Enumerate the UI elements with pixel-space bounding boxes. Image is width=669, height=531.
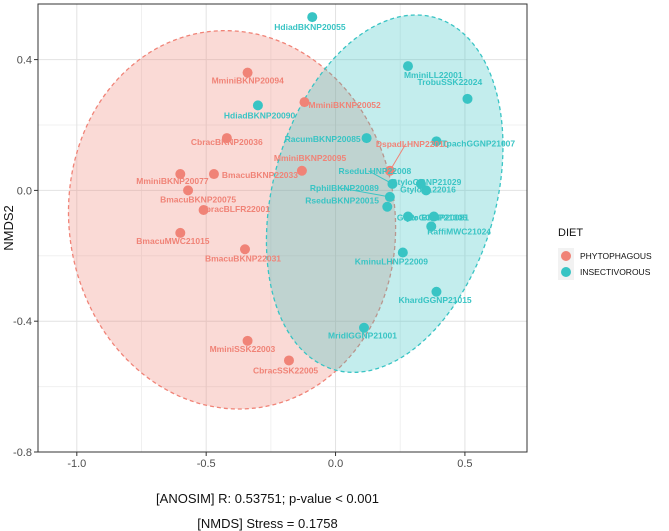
point-khardggnp21015 (431, 286, 442, 297)
point-mminissk22003 (242, 335, 253, 346)
point-mminibknp20095 (296, 165, 307, 176)
nmds-stress-caption: [NMDS] Stress = 0.1758 (197, 516, 338, 531)
annotation-0: Rr (408, 213, 418, 223)
label-cbracblfr22001: CbracBLFR22001 (200, 204, 271, 214)
label-dspadlhnp22010: DspadLHNP22010 (376, 139, 449, 149)
label-tpachggnp21007: TpachGGNP21007 (441, 138, 515, 148)
label-rsedulhnp22008: RseduLHNP22008 (338, 166, 411, 176)
label-bmacubknp20075: BmacuBKNP20075 (160, 194, 236, 204)
point-mridlggnp21001 (359, 322, 369, 333)
point-hdiadbknp20090 (252, 100, 263, 111)
point-hdiadbknp20055 (307, 12, 318, 23)
connector-rphilbknp20089 (339, 187, 390, 198)
point-cbracblfr22001 (198, 205, 209, 216)
panel-border (37, 3, 528, 453)
point-cbracbknp20036 (221, 133, 232, 144)
point-rsedubknp20015 (382, 201, 393, 212)
point-raffimwc21024 (426, 221, 437, 232)
data-points (175, 12, 473, 366)
point-kminulhnp22009 (397, 247, 408, 258)
point-bmacubknp20075 (183, 185, 194, 196)
label-gtyloll22016: GtyloLL22016 (400, 184, 456, 194)
legend: DIET PHYTOPHAGOUS INSECTIVOROUS (558, 227, 652, 280)
label-bmacubknp22031: BmacuBKNP22031 (205, 253, 281, 263)
label-mminissk22003: MminiSSK22003 (210, 344, 276, 354)
label-racumbknp20085: RacumBKNP20085 (285, 134, 361, 144)
label-mminibknp20094: MminiBKNP20094 (212, 76, 285, 86)
grid-minor (38, 4, 527, 452)
legend-label-insectivorous: INSECTIVOROUS (580, 267, 651, 277)
legend-swatch-insectivorous (561, 267, 571, 277)
confidence-ellipses (67, 14, 504, 410)
label-hdiadbknp20090: HdiadBKNP20090 (224, 110, 296, 120)
legend-title: DIET (558, 227, 583, 239)
x-tick-label: 0.5 (457, 458, 472, 470)
point-cbracssk22005 (283, 355, 294, 366)
label-rsedubknp20015: RseduBKNP20015 (305, 196, 379, 206)
label-bmacubknp22033: BmacuBKNP22033 (222, 170, 298, 180)
label-mminibknp20095: MminiBKNP20095 (274, 153, 347, 163)
point-dspadlhnp22010 (384, 165, 395, 176)
y-tick-label: 0.4 (17, 55, 32, 67)
anosim-caption: [ANOSIM] R: 0.53751; p-value < 0.001 (156, 491, 379, 506)
label-raffimwc21024: RaffiMWC21024 (427, 226, 491, 236)
point-trobussk22024 (462, 93, 473, 104)
point-bmacumwc21015 (175, 227, 186, 238)
y-axis-label: NMDS2 (1, 205, 16, 251)
label-rphilbknp20089: RphilBKNP20089 (310, 183, 379, 193)
point-tpachggnp21007 (431, 136, 442, 147)
label-gtyloggnp21005: GtyloGGNP21005 (397, 213, 468, 223)
y-tick-label: 0.0 (17, 185, 32, 197)
label-mminibknp20052: MminiBKNP20052 (308, 100, 381, 110)
x-tick-label: -1.0 (67, 458, 86, 470)
label-hdiadbknp20055: HdiadBKNP20055 (274, 22, 346, 32)
point-gtyloll22016 (421, 185, 432, 196)
ellipse-insectivorous (265, 14, 504, 373)
plot-panel (38, 4, 527, 452)
y-tick-label: -0.8 (13, 447, 32, 459)
point-bmacubknp22031 (239, 244, 250, 255)
y-tick-label: -0.4 (13, 316, 32, 328)
label-cbracbknp20036: CbracBKNP20036 (191, 137, 263, 147)
x-tick-label: -0.5 (197, 458, 216, 470)
point-rphilbknp20089 (384, 191, 395, 202)
legend-swatch-phytophagous (561, 251, 571, 261)
label-khardggnp21015: KhardGGNP21015 (398, 295, 471, 305)
label-kminulhnp22009: KminuLHNP22009 (355, 257, 428, 267)
label-mminill22001: MminiLL22001 (404, 70, 463, 80)
point-mminibknp20052 (299, 97, 310, 108)
annotation-1: BKNP20081 (421, 213, 469, 223)
label-cbracssk22005: CbracSSK22005 (253, 365, 318, 375)
point-mminill22001 (402, 61, 413, 72)
label-bmacumwc21015: BmacuMWC21015 (136, 236, 209, 246)
point-mminibknp20094 (242, 67, 253, 78)
point-bmacubknp22033 (208, 169, 219, 180)
label-mridlggnp21001: MridlGGNP21001 (328, 331, 397, 341)
point-gtyloggnp21005 (428, 211, 439, 222)
point-racumbknp20085 (361, 133, 372, 144)
point-labels: MminiBKNP20094 MminiBKNP20052 CbracBKNP200… (136, 22, 515, 375)
label-trobussk22024: TrobuSSK22024 (417, 77, 482, 87)
point-mminibknp20077 (175, 169, 186, 180)
point-rsedulhnp22008 (387, 178, 398, 189)
point-rrbknp20081 (402, 211, 413, 222)
connector-dspadlhnp22010 (389, 143, 407, 172)
label-mminibknp20077: MminiBKNP20077 (136, 176, 209, 186)
axes: -1.0-0.50.00.5-0.8-0.40.00.4NMDS1NMDS2 (1, 3, 528, 470)
label-gtyloggnp21029: GtyloGGNP21029 (391, 177, 462, 187)
nmds-chart: MminiBKNP20094 MminiBKNP20052 CbracBKNP200… (1, 3, 652, 470)
legend-label-phytophagous: PHYTOPHAGOUS (580, 251, 652, 261)
x-tick-label: 0.0 (328, 458, 343, 470)
